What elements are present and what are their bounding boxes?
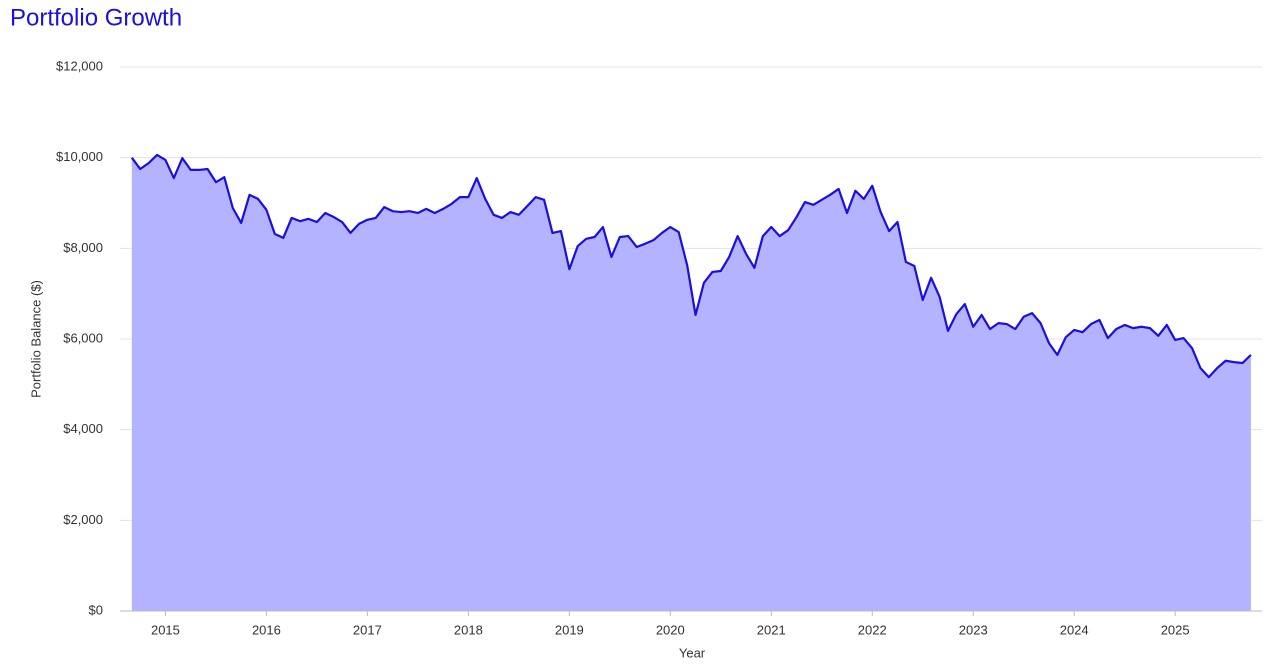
x-tick-label: 2017: [353, 622, 382, 637]
y-tick-label: $0: [89, 602, 103, 617]
chart-title: Portfolio Growth: [10, 4, 182, 31]
x-tick-label: 2019: [555, 622, 584, 637]
x-tick-label: 2024: [1060, 622, 1089, 637]
line: [130, 153, 1252, 379]
x-tick-label: 2018: [454, 622, 483, 637]
y-tick-label: $10,000: [56, 149, 103, 164]
x-tick-label: 2022: [858, 622, 887, 637]
y-tick-label: $2,000: [63, 512, 103, 527]
x-tick-label: 2023: [959, 622, 988, 637]
x-tick-label: 2016: [252, 622, 281, 637]
x-axis-title: Year: [679, 645, 706, 660]
y-tick-label: $8,000: [63, 240, 103, 255]
x-tick-label: 2020: [656, 622, 685, 637]
x-tick-label: 2015: [151, 622, 180, 637]
x-tick-label: 2021: [757, 622, 786, 637]
y-tick-label: $4,000: [63, 421, 103, 436]
area-fill: [131, 154, 1251, 611]
x-tick-label: 2025: [1161, 622, 1190, 637]
y-axis-title: Portfolio Balance ($): [28, 280, 43, 398]
y-tick-label: $12,000: [56, 58, 103, 73]
y-tick-label: $6,000: [63, 330, 103, 345]
